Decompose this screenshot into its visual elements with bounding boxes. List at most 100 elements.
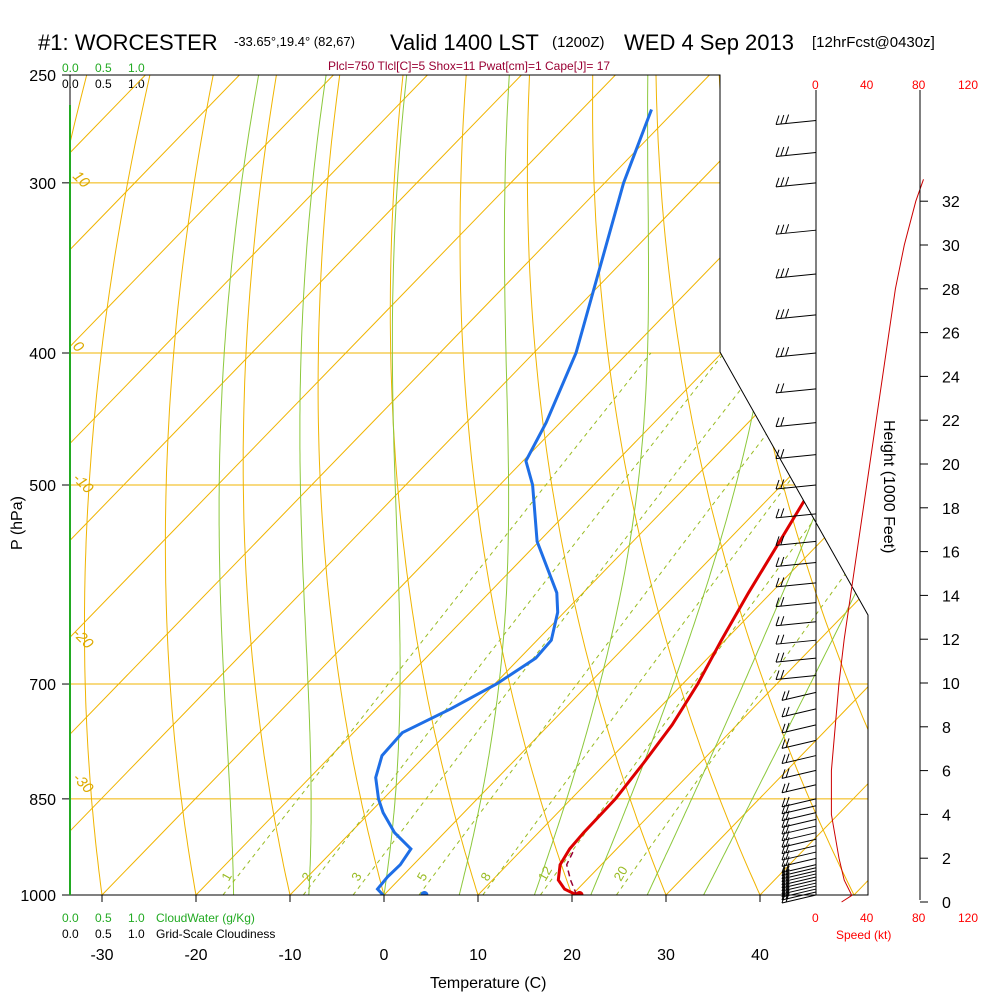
speed-tick-bottom-40: 40 — [860, 911, 874, 925]
dewpoint-trace — [374, 108, 653, 895]
wind-barb-950 — [781, 862, 817, 874]
wind-barb-flag-450-1 — [780, 417, 785, 427]
wind-barb-285 — [775, 146, 817, 158]
cloudwater-tick-top-2: 1.0 — [128, 61, 145, 75]
wind-barb-flag-550-0 — [775, 536, 780, 546]
wind-barb-flag-960-1 — [785, 868, 790, 879]
wind-barb-1000 — [781, 892, 817, 904]
dry-adiabat--30 — [84, 75, 156, 895]
speed-tick-bottom-120: 120 — [958, 911, 978, 925]
wind-barb-flag-770-0 — [781, 739, 786, 749]
wind-barb-shaft-550 — [775, 540, 817, 546]
surface-temperature-marker — [575, 891, 584, 895]
wind-barb-flag-960-0 — [781, 869, 786, 880]
wind-barb-850 — [781, 796, 817, 808]
wind-barb-shaft-910 — [781, 838, 817, 848]
wind-barb-525 — [775, 508, 817, 519]
height-label-0: 0 — [942, 895, 951, 912]
wind-barb-590 — [775, 577, 817, 588]
pressure-label-850: 850 — [29, 792, 56, 809]
wind-barb-flag-990-1 — [785, 886, 790, 897]
wind-barb-shaft-610 — [775, 602, 817, 608]
wind-barb-450 — [775, 417, 817, 428]
mixing-ratio-line-5 — [418, 352, 829, 895]
wind-barb-flag-690-1 — [780, 669, 785, 680]
wind-barb-flag-690-0 — [775, 670, 780, 680]
wind-barb-shaft-300 — [775, 182, 817, 188]
wind-barb-flag-950-1 — [785, 862, 790, 872]
temperature-label--10: -10 — [278, 947, 301, 964]
wind-barb-flag-710-1 — [785, 690, 790, 700]
pressure-label-400: 400 — [29, 346, 56, 363]
wind-barb-980 — [781, 880, 817, 892]
wind-barb-flag-270-2 — [785, 114, 790, 124]
wind-barb-270 — [775, 114, 817, 126]
wind-barb-shaft-770 — [781, 739, 817, 749]
wind-barb-flag-670-0 — [775, 652, 780, 663]
wind-barb-flag-750-1 — [785, 722, 790, 733]
isotherm-10 — [477, 75, 868, 895]
cloudwater-tick-bottom-1: 0.5 — [95, 911, 112, 925]
wind-barb-flag-770-1 — [785, 738, 790, 748]
height-label-8: 8 — [942, 720, 951, 737]
wind-barb-flag-550-1 — [780, 535, 785, 546]
moist-adiabat-0 — [218, 75, 260, 895]
wind-barb-flag-525-1 — [780, 508, 785, 518]
valid-date: WED 4 Sep 2013 — [624, 30, 794, 55]
height-label-30: 30 — [942, 238, 960, 255]
wind-barb-flag-425-0 — [775, 383, 780, 394]
height-label-18: 18 — [942, 501, 960, 518]
wind-barb-flag-940-1 — [785, 856, 790, 866]
wind-barb-930 — [781, 849, 817, 861]
wind-barb-750 — [781, 722, 817, 734]
wind-barb-shaft-970 — [781, 876, 817, 886]
speed-axis-label: Speed (kt) — [836, 928, 891, 942]
wind-barb-shaft-450 — [775, 422, 817, 428]
wind-barb-flag-525-0 — [775, 508, 780, 519]
cloudwater-tick-top-1: 0.5 — [95, 61, 112, 75]
wind-barb-flag-425-1 — [780, 383, 785, 393]
wind-barb-flag-965-1 — [785, 871, 790, 882]
wind-barb-shaft-860 — [781, 805, 817, 815]
height-label-24: 24 — [942, 369, 960, 386]
pressure-label-300: 300 — [29, 176, 56, 193]
wind-barb-flag-350-1 — [780, 268, 785, 278]
wind-barb-shaft-975 — [781, 879, 817, 889]
wind-barb-flag-930-1 — [785, 849, 790, 860]
wind-barb-shaft-810 — [781, 769, 817, 779]
cloudwater-tick-top-0: 0.0 — [62, 61, 79, 75]
wind-barb-flag-570-1 — [780, 556, 785, 567]
moist-adiabat-2 — [383, 75, 408, 895]
wind-barb-shaft-650 — [775, 639, 817, 645]
wind-barb-770 — [781, 738, 817, 749]
moist-adiabat-7 — [703, 75, 868, 895]
wind-barb-flag-965-0 — [781, 872, 786, 883]
cloudiness-tick-bottom-0: 0.0 — [62, 927, 79, 941]
wind-barb-flag-590-0 — [775, 577, 780, 588]
wind-barb-shaft-350 — [775, 273, 817, 279]
wind-barb-shaft-1000 — [781, 894, 817, 904]
wind-barb-flag-940-0 — [781, 857, 786, 867]
wind-barb-shaft-870 — [781, 812, 817, 822]
wind-barb-570 — [775, 556, 817, 568]
wind-barb-shaft-285 — [775, 152, 817, 158]
speed-tick-top-0: 0 — [812, 78, 819, 92]
isotherm--90 — [70, 75, 334, 895]
dry-adiabat-0 — [317, 75, 385, 895]
wind-barb-shaft-400 — [775, 352, 817, 358]
wind-barb-flag-400-1 — [780, 347, 785, 357]
wind-barb-flag-930-0 — [781, 850, 786, 861]
wind-barb-flag-400-2 — [785, 346, 790, 357]
isotherm--80 — [70, 75, 428, 895]
wind-barb-flag-995-1 — [785, 889, 790, 900]
speed-tick-top-40: 40 — [860, 78, 874, 92]
wind-barb-flag-970-1 — [785, 874, 790, 885]
wind-barb-flag-300-2 — [785, 176, 790, 187]
temperature-axis-label: Temperature (C) — [430, 975, 546, 992]
wind-barb-flag-790-0 — [781, 754, 786, 764]
wind-barb-995 — [781, 889, 817, 901]
wind-barb-flag-955-1 — [785, 865, 790, 875]
cloudiness-tick-top-0: 0.0 — [62, 77, 79, 91]
isotherm--40 — [70, 75, 804, 895]
